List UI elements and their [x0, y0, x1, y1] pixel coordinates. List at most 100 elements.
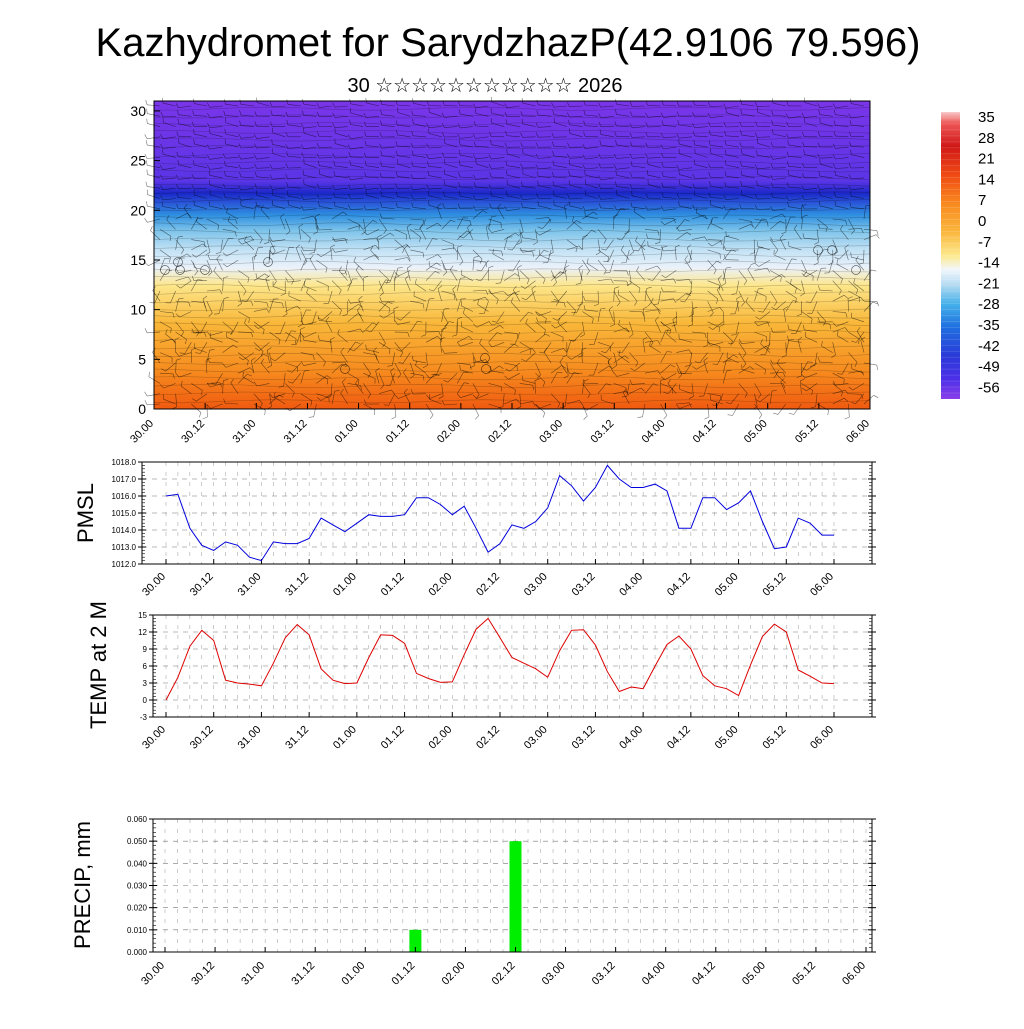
xs-xtick-label: 01.00 — [333, 418, 361, 446]
precip-xtick-label: 04.12 — [690, 960, 718, 988]
temp-xtick-label: 04.12 — [665, 724, 693, 752]
temp-ylabel: TEMP at 2 M — [86, 601, 111, 729]
pmsl-ytick-label: 1013.0 — [112, 543, 137, 552]
wind-barb-flag — [146, 160, 147, 165]
precip-xtick-label: 03.00 — [540, 960, 568, 988]
wind-barb-flag — [877, 231, 878, 236]
wind-barb-flag — [151, 226, 153, 231]
wind-barb-flag — [145, 218, 148, 222]
xs-xtick-label: 01.12 — [384, 418, 412, 446]
colorbar-label: -21 — [978, 275, 1000, 292]
xs-xtick-label: 02.12 — [486, 418, 514, 446]
pmsl-xtick-label: 05.12 — [760, 571, 788, 599]
colorbar-label: 28 — [978, 130, 995, 147]
pmsl-ytick-label: 1015.0 — [112, 509, 137, 518]
temp-xtick-label: 05.00 — [713, 724, 741, 752]
precip-ytick-label: 0.000 — [127, 948, 148, 957]
pmsl-grid — [142, 462, 872, 564]
wind-barb-flag — [584, 416, 588, 419]
precip-xtick-label: 03.12 — [590, 960, 618, 988]
wind-barb-flag — [874, 395, 878, 397]
page-title: Kazhydromet for SarydzhazP(42.9106 79.59… — [96, 21, 921, 65]
wind-barb-flag — [374, 410, 375, 415]
temp-ytick-label: 12 — [138, 628, 147, 637]
precip-xtick-label: 01.12 — [390, 960, 418, 988]
temp-xtick-label: 30.00 — [140, 724, 168, 752]
precip-xtick-label: 04.00 — [640, 960, 668, 988]
wind-barb-flag — [877, 365, 878, 370]
xs-xtick-label: 05.12 — [793, 418, 821, 446]
wind-barb-flag — [876, 235, 879, 239]
wind-barb-flag — [149, 372, 150, 377]
wind-barb-flag — [828, 410, 829, 415]
xs-ytick-label: 5 — [138, 351, 146, 367]
wind-barb-flag — [147, 119, 148, 124]
temp-grid — [153, 615, 872, 717]
temp-xtick-label: 04.00 — [617, 724, 645, 752]
colorbar-label: -42 — [978, 338, 1000, 355]
colorbar-label: -35 — [978, 317, 1000, 334]
colorbar-label: 14 — [978, 171, 995, 188]
pmsl-xtick-label: 03.00 — [522, 571, 550, 599]
colorbar-label: 35 — [978, 109, 995, 126]
wind-barb-flag — [391, 417, 396, 419]
pmsl-xtick-label: 31.00 — [236, 571, 264, 599]
pmsl-ylabel: PMSL — [73, 483, 98, 543]
precip-xtick-label: 30.12 — [189, 960, 217, 988]
pmsl-xtick-label: 02.00 — [426, 571, 454, 599]
xs-ytick-label: 15 — [130, 252, 146, 268]
temp-xtick-label: 02.12 — [474, 724, 502, 752]
xs-ytick-label: 20 — [130, 202, 146, 218]
wind-barb-flag — [309, 417, 314, 418]
precip-ytick-label: 0.040 — [127, 859, 148, 868]
wind-barb-flag — [145, 134, 147, 138]
wind-barb-flag — [543, 413, 545, 418]
temp-xtick-label: 01.12 — [379, 724, 407, 752]
xs-xtick-label: 31.12 — [282, 418, 310, 446]
wind-barb-flag — [146, 182, 147, 187]
temp-xtick-label: 05.12 — [760, 724, 788, 752]
wind-barb-flag — [873, 302, 878, 304]
precip-bars — [409, 841, 521, 952]
precip-xtick-label: 02.00 — [440, 960, 468, 988]
xs-ytick-label: 25 — [130, 153, 146, 169]
colorbar-label: -56 — [978, 379, 1000, 396]
pmsl-xtick-label: 06.00 — [808, 571, 836, 599]
pmsl-ytick-label: 1012.0 — [112, 560, 137, 569]
precip-ylabel: PRECIP, mm — [70, 821, 95, 949]
precip-xtick-label: 05.00 — [740, 960, 768, 988]
pmsl-y-axis: 1012.01013.01014.01015.01016.01017.01018… — [112, 458, 876, 569]
precip-ytick-label: 0.060 — [127, 815, 148, 824]
precip-ytick-label: 0.020 — [127, 904, 148, 913]
temp-xtick-label: 03.00 — [522, 724, 550, 752]
colorbar-label: 0 — [978, 213, 986, 230]
precip-xtick-label: 31.00 — [239, 960, 267, 988]
xs-xtick-label: 03.12 — [588, 418, 616, 446]
wind-barb-flag — [147, 170, 148, 175]
wind-barb-flag — [147, 109, 148, 114]
wind-barb-flag — [146, 140, 147, 145]
precip-xtick-label: 01.00 — [339, 960, 367, 988]
wind-barb-flag — [146, 201, 147, 206]
xs-xtick-label: 03.00 — [537, 418, 565, 446]
xs-xtick-label: 30.00 — [128, 418, 156, 446]
colorbar-label: 7 — [978, 192, 986, 209]
xs-xtick-label: 02.00 — [435, 418, 463, 446]
temp-xtick-label: 31.00 — [236, 724, 264, 752]
wind-barb-flag — [145, 392, 148, 396]
xs-ytick-label: 0 — [138, 401, 146, 417]
pmsl-xtick-label: 31.12 — [283, 571, 311, 599]
pmsl-xtick-label: 04.12 — [665, 571, 693, 599]
precip-ytick-label: 0.030 — [127, 882, 148, 891]
wind-barb-flag — [871, 270, 876, 271]
wind-barb-flag — [265, 410, 266, 415]
